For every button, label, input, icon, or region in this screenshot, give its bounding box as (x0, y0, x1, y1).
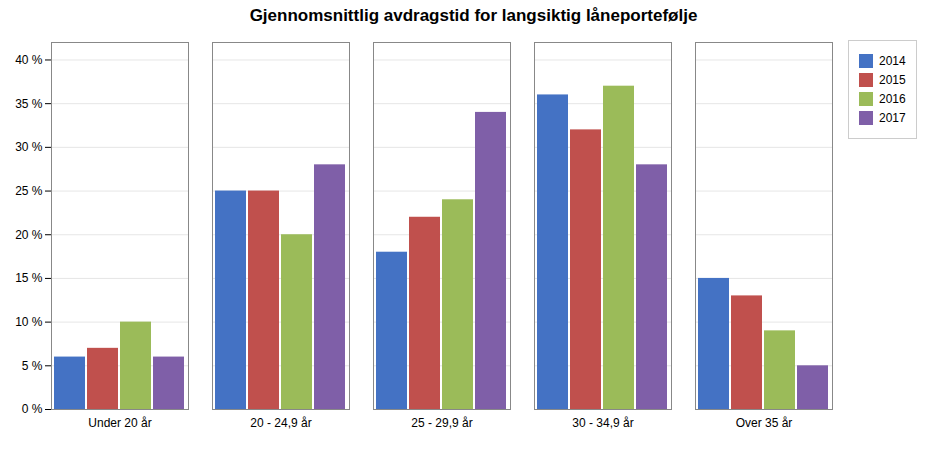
svg-text:15 %: 15 % (15, 271, 43, 285)
svg-text:Under 20 år: Under 20 år (88, 416, 151, 430)
svg-text:25 - 29,9 år: 25 - 29,9 år (411, 416, 472, 430)
html-text:Gjennomsnittlig avdragstid for: Gjennomsnittlig avdragstid for langsikti… (249, 6, 698, 25)
svg-text:25 %: 25 % (15, 184, 43, 198)
svg-text:Over 35 år: Over 35 år (736, 416, 793, 430)
svg-text:40 %: 40 % (15, 53, 43, 67)
svg-text:30 %: 30 % (15, 140, 43, 154)
svg-text:5 %: 5 % (22, 359, 43, 373)
html-text:2015: 2015 (879, 73, 906, 87)
html-text:2016: 2016 (879, 92, 906, 106)
svg-text:0 %: 0 % (22, 402, 43, 416)
svg-text:20 - 24,9 år: 20 - 24,9 år (250, 416, 311, 430)
svg-text:20 %: 20 % (15, 228, 43, 242)
html-text:2017: 2017 (879, 111, 906, 125)
svg-text:30 - 34,9 år: 30 - 34,9 år (572, 416, 633, 430)
html-text:2014: 2014 (879, 54, 906, 68)
svg-text:35 %: 35 % (15, 97, 43, 111)
svg-text:10 %: 10 % (15, 315, 43, 329)
